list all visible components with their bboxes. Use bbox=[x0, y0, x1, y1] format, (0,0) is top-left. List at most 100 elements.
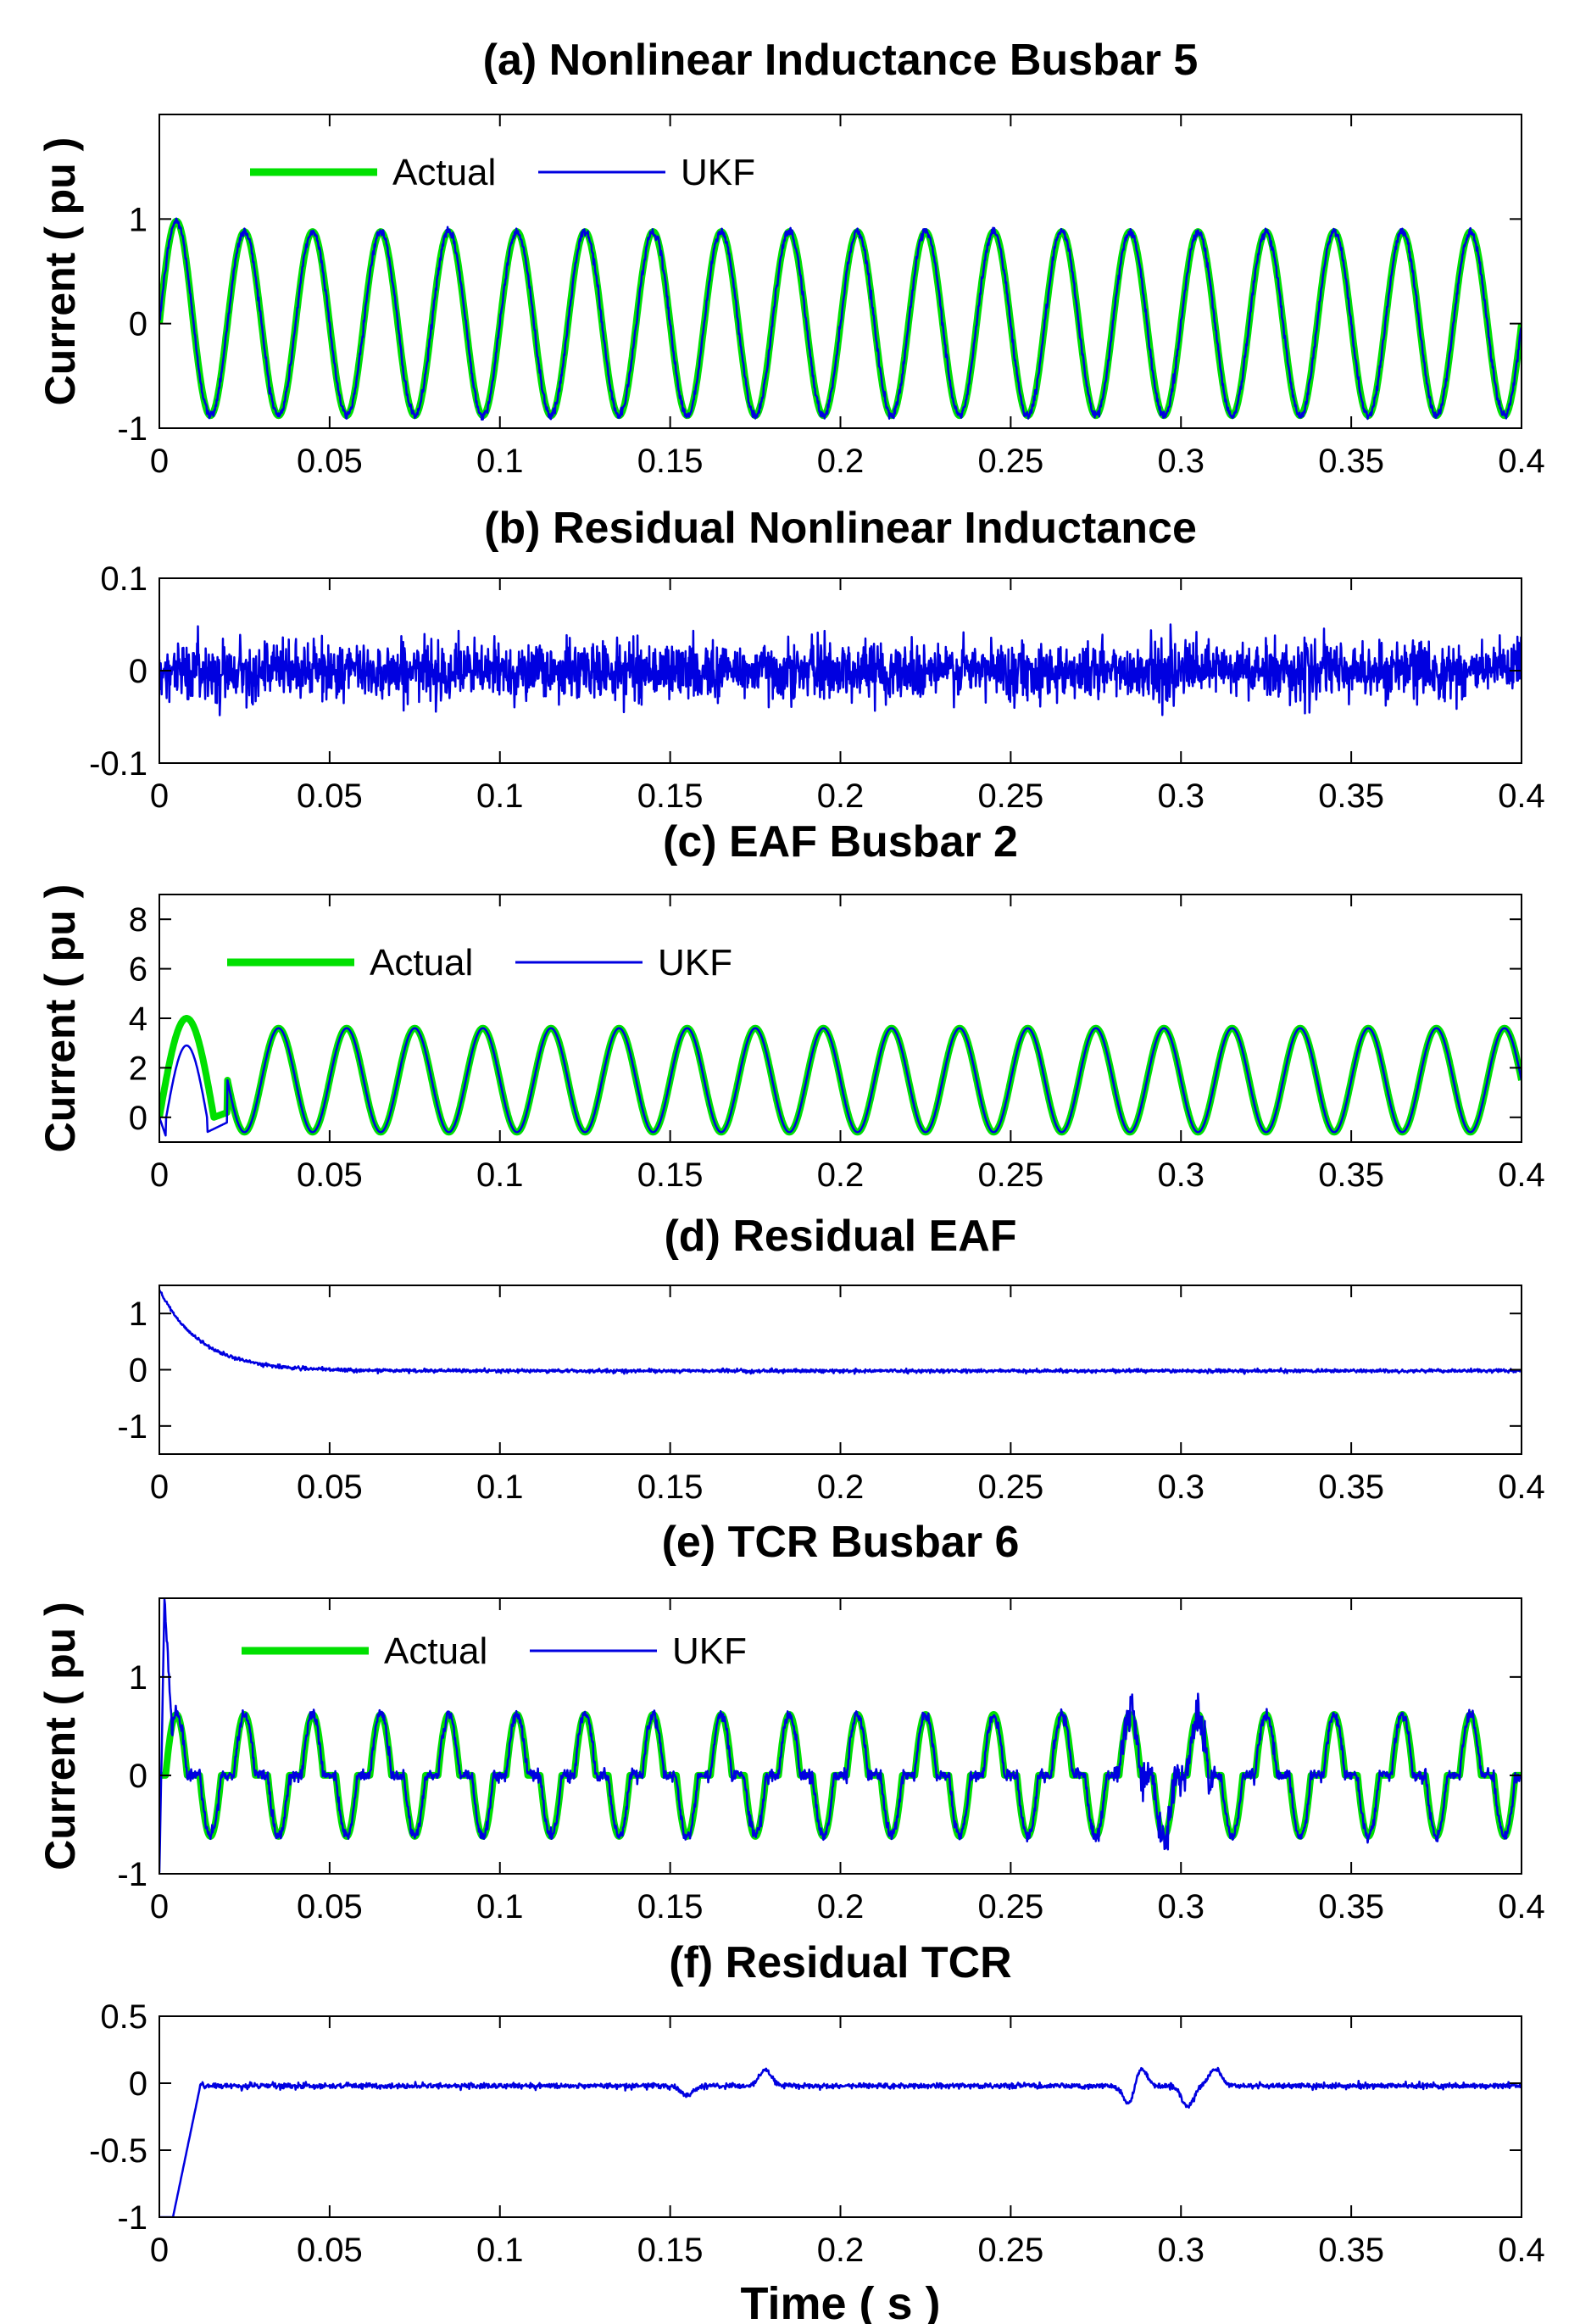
x-tick-label-d-6: 0.3 bbox=[1157, 1469, 1204, 1506]
x-tick-label-b-2: 0.1 bbox=[476, 777, 524, 815]
panel-a: (a) Nonlinear Inductance Busbar 5 0 0.05 0.… bbox=[36, 36, 1545, 480]
y-tick-label-e-2: 1 bbox=[129, 1659, 147, 1697]
legend-label-e-ukf: UKF bbox=[672, 1630, 747, 1672]
panel-e: (e) TCR Busbar 6 0 0.05 0.1 0.15 0.2 0.25 0.3 0.… bbox=[36, 1518, 1545, 1926]
legend-label-e-actual: Actual bbox=[384, 1630, 487, 1672]
x-tick-label-c-3: 0.15 bbox=[637, 1156, 704, 1194]
x-tick-label-f-1: 0.05 bbox=[297, 2232, 363, 2269]
x-tick-label-d-0: 0 bbox=[150, 1469, 169, 1506]
x-tick-label-f-8: 0.4 bbox=[1498, 2232, 1545, 2269]
y-tick-label-b-1: 0 bbox=[129, 653, 147, 690]
panel-title-c: (c) EAF Busbar 2 bbox=[663, 817, 1018, 867]
y-tick-label-d-2: 1 bbox=[129, 1296, 147, 1333]
x-tick-label-e-8: 0.4 bbox=[1498, 1888, 1545, 1926]
x-tick-label-e-5: 0.25 bbox=[977, 1888, 1043, 1926]
x-tick-label-d-7: 0.35 bbox=[1318, 1469, 1384, 1506]
panel-f: (f) Residual TCR 0 0.05 0.1 0.15 0.2 0.25 0.3 0.… bbox=[89, 1938, 1545, 2324]
x-tick-label-b-8: 0.4 bbox=[1498, 777, 1545, 815]
legend-label-c-ukf: UKF bbox=[658, 942, 732, 984]
x-tick-label-b-1: 0.05 bbox=[297, 777, 363, 815]
series-line-d-residual bbox=[159, 1289, 1522, 1375]
y-tick-label-f-2: 0 bbox=[129, 2065, 147, 2103]
x-tick-label-b-7: 0.35 bbox=[1318, 777, 1384, 815]
x-tick-label-f-3: 0.15 bbox=[637, 2232, 704, 2269]
series-line-b-residual bbox=[159, 623, 1522, 716]
x-tick-label-b-6: 0.3 bbox=[1157, 777, 1204, 815]
panel-title-d: (d) Residual EAF bbox=[664, 1212, 1016, 1261]
x-tick-label-e-4: 0.2 bbox=[817, 1888, 865, 1926]
x-tick-label-e-3: 0.15 bbox=[637, 1888, 704, 1926]
panel-b: (b) Residual Nonlinear Inductance 0 0.05 0.… bbox=[89, 504, 1545, 815]
x-tick-label-c-6: 0.3 bbox=[1157, 1156, 1204, 1194]
y-tick-label-c-3: 6 bbox=[129, 951, 147, 989]
x-tick-label-e-1: 0.05 bbox=[297, 1888, 363, 1926]
y-tick-label-f-1: -0.5 bbox=[89, 2132, 147, 2170]
x-tick-label-a-1: 0.05 bbox=[297, 443, 363, 480]
y-axis-label-e: Current ( pu ) bbox=[36, 1602, 84, 1870]
x-tick-label-a-3: 0.15 bbox=[637, 443, 704, 480]
axes-frame-e bbox=[159, 1597, 1522, 1875]
x-tick-label-e-0: 0 bbox=[150, 1888, 169, 1926]
x-tick-label-b-0: 0 bbox=[150, 777, 169, 815]
x-tick-label-b-5: 0.25 bbox=[977, 777, 1043, 815]
x-tick-label-d-8: 0.4 bbox=[1498, 1469, 1545, 1506]
y-tick-label-b-0: -0.1 bbox=[89, 745, 147, 783]
x-tick-label-a-4: 0.2 bbox=[817, 443, 865, 480]
y-tick-label-d-0: -1 bbox=[117, 1408, 147, 1446]
series-line-c-ukf bbox=[159, 1027, 1522, 1137]
legend-a: Actual UKF bbox=[250, 152, 755, 193]
panel-title-a: (a) Nonlinear Inductance Busbar 5 bbox=[483, 36, 1199, 85]
x-tick-label-c-4: 0.2 bbox=[817, 1156, 865, 1194]
y-tick-label-f-3: 0.5 bbox=[100, 1998, 147, 2036]
axes-frame-c bbox=[159, 894, 1522, 1143]
y-tick-label-c-0: 0 bbox=[129, 1100, 147, 1137]
x-tick-label-f-7: 0.35 bbox=[1318, 2232, 1384, 2269]
x-tick-label-a-8: 0.4 bbox=[1498, 443, 1545, 480]
x-tick-label-f-2: 0.1 bbox=[476, 2232, 524, 2269]
x-tick-label-c-8: 0.4 bbox=[1498, 1156, 1545, 1194]
series-line-e-ukf bbox=[159, 1598, 1522, 1873]
legend-label-c-actual: Actual bbox=[370, 942, 473, 984]
panel-c: (c) EAF Busbar 2 0 0.05 0.1 0.15 0.2 0.25 0.3 0.… bbox=[36, 817, 1545, 1194]
legend-label-a-actual: Actual bbox=[392, 152, 496, 193]
panel-title-f: (f) Residual TCR bbox=[669, 1938, 1011, 1987]
panel-d: (d) Residual EAF 0 0.05 0.1 0.15 0.2 0.25 0.3 0.… bbox=[117, 1212, 1544, 1506]
legend-c: Actual UKF bbox=[227, 942, 732, 984]
panel-title-b: (b) Residual Nonlinear Inductance bbox=[484, 504, 1197, 553]
x-tick-label-d-4: 0.2 bbox=[817, 1469, 865, 1506]
x-tick-label-e-6: 0.3 bbox=[1157, 1888, 1204, 1926]
series-line-f-residual bbox=[159, 2066, 1522, 2217]
x-tick-label-c-1: 0.05 bbox=[297, 1156, 363, 1194]
x-tick-label-a-5: 0.25 bbox=[977, 443, 1043, 480]
x-tick-label-e-7: 0.35 bbox=[1318, 1888, 1384, 1926]
y-tick-label-b-2: 0.1 bbox=[100, 560, 147, 598]
x-tick-label-d-5: 0.25 bbox=[977, 1469, 1043, 1506]
x-tick-label-d-3: 0.15 bbox=[637, 1469, 704, 1506]
x-tick-label-c-7: 0.35 bbox=[1318, 1156, 1384, 1194]
y-tick-label-e-1: 0 bbox=[129, 1758, 147, 1795]
y-tick-label-c-1: 2 bbox=[129, 1050, 147, 1087]
x-tick-label-d-2: 0.1 bbox=[476, 1469, 524, 1506]
x-tick-label-c-5: 0.25 bbox=[977, 1156, 1043, 1194]
x-axis-label-f: Time ( s ) bbox=[740, 2278, 940, 2324]
x-tick-label-c-2: 0.1 bbox=[476, 1156, 524, 1194]
x-tick-label-a-2: 0.1 bbox=[476, 443, 524, 480]
legend-e: Actual UKF bbox=[242, 1630, 747, 1672]
x-tick-label-a-0: 0 bbox=[150, 443, 169, 480]
y-tick-label-d-1: 0 bbox=[129, 1352, 147, 1390]
axes-frame-a bbox=[159, 114, 1522, 429]
y-tick-label-a-1: 0 bbox=[129, 306, 147, 343]
y-tick-label-c-2: 4 bbox=[129, 1000, 147, 1038]
axes-frame-f bbox=[159, 2015, 1522, 2218]
x-tick-label-b-3: 0.15 bbox=[637, 777, 704, 815]
x-tick-label-a-6: 0.3 bbox=[1157, 443, 1204, 480]
y-tick-label-f-0: -1 bbox=[117, 2199, 147, 2237]
x-tick-label-f-6: 0.3 bbox=[1157, 2232, 1204, 2269]
x-tick-label-d-1: 0.05 bbox=[297, 1469, 363, 1506]
x-tick-label-f-0: 0 bbox=[150, 2232, 169, 2269]
x-tick-label-e-2: 0.1 bbox=[476, 1888, 524, 1926]
x-tick-label-f-4: 0.2 bbox=[817, 2232, 865, 2269]
x-tick-label-c-0: 0 bbox=[150, 1156, 169, 1194]
x-tick-label-a-7: 0.35 bbox=[1318, 443, 1384, 480]
